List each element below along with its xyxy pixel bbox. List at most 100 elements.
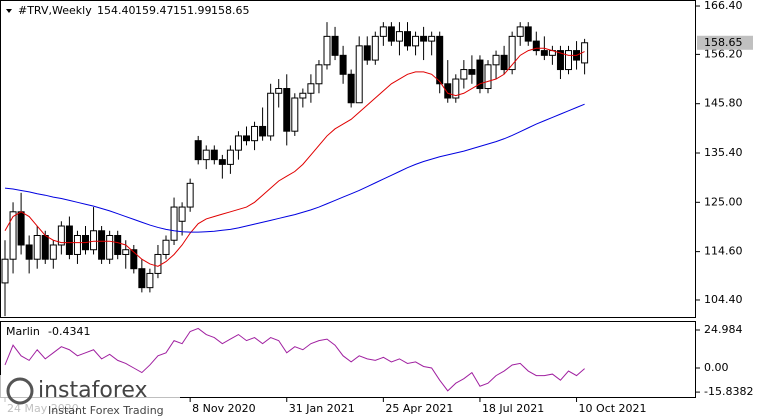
candle-body [146, 272, 154, 289]
candle-body [412, 35, 420, 47]
indicator-tick-label: -15.8382 [704, 385, 753, 398]
candle-body [9, 211, 17, 260]
candle-body [404, 31, 411, 47]
y-tick-label: 125.00 [704, 195, 743, 208]
candle-body [138, 268, 146, 289]
candle-body [130, 249, 138, 270]
header-low: 151.99 [173, 4, 212, 17]
candle-body [355, 45, 363, 104]
candle-body [532, 40, 540, 52]
candle-body [540, 50, 548, 56]
candle-body [210, 149, 218, 161]
candle-body [420, 35, 428, 42]
y-tick-label: 104.40 [704, 293, 743, 306]
candle-body [25, 244, 33, 260]
candle-body [347, 73, 355, 104]
candle-body [387, 26, 395, 42]
header-open: 154.40 [97, 4, 136, 17]
candle-body [371, 35, 379, 61]
moving-average [4, 103, 585, 233]
candle-body [234, 135, 242, 151]
candle-body [73, 235, 81, 255]
x-tick-label: 25 Apr 2021 [385, 402, 453, 415]
candle-body [428, 35, 436, 42]
candle-body [339, 54, 347, 75]
candle-body [452, 78, 460, 99]
candle-body [41, 235, 49, 260]
candle-body [17, 211, 25, 246]
candle-body [444, 83, 452, 99]
candle-body [57, 225, 65, 246]
candle-body [379, 26, 387, 37]
candle-body [243, 135, 250, 142]
y-tick-label: 135.40 [704, 146, 743, 159]
candle-body [90, 230, 98, 251]
candle-body [162, 239, 170, 255]
candle-body [323, 35, 331, 66]
moving-average [4, 47, 585, 267]
candle-body [363, 45, 371, 61]
candle-body [33, 235, 41, 260]
candle-body [122, 249, 130, 255]
indicator-panel-border [0, 321, 696, 398]
candle-body [251, 125, 259, 142]
last-price-box [697, 35, 753, 50]
candle-body [154, 253, 162, 274]
candle-body [202, 149, 210, 161]
y-tick-label: 114.60 [704, 245, 743, 258]
x-tick-label: 18 Jul 2021 [482, 402, 544, 415]
candle-body [259, 125, 267, 137]
candle-body [299, 92, 307, 99]
candle-body [565, 50, 572, 71]
candle-body [218, 159, 226, 165]
candle-body [49, 244, 57, 260]
main-panel-border [0, 0, 696, 318]
candle-body [524, 26, 532, 42]
candle-body [114, 235, 122, 255]
candle-body [178, 206, 186, 222]
candle-body [65, 225, 73, 255]
candle-body [283, 88, 291, 132]
candle-body [476, 59, 484, 90]
candle-body [98, 230, 106, 260]
candle-body [468, 69, 476, 75]
y-tick-label: 156.20 [704, 47, 743, 60]
candle-body [331, 35, 339, 56]
candle-body [556, 50, 564, 71]
candle-body [516, 26, 524, 37]
candle-body [307, 83, 315, 94]
candle-body [267, 92, 275, 137]
candle-body [1, 258, 9, 284]
candle-body [315, 64, 323, 85]
candle-body [484, 64, 492, 90]
symbol: #TRV,Weekly [18, 4, 92, 17]
watermark-brand: instaforex [38, 378, 148, 403]
candle-body [170, 206, 178, 241]
last-price-label: 158.65 [704, 36, 743, 49]
watermark: instaforex Instant Forex Trading [0, 375, 180, 420]
collapse-arrow[interactable] [6, 9, 12, 13]
indicator-line [4, 327, 585, 392]
watermark-tagline: Instant Forex Trading [48, 404, 164, 417]
candle-body [106, 235, 114, 260]
candle-body [226, 149, 234, 165]
candle-body [395, 31, 403, 42]
indicator-name: Marlin [6, 325, 40, 338]
candle-body [436, 35, 444, 85]
y-tick-label: 145.80 [704, 97, 743, 110]
candle-body [291, 97, 299, 132]
header-close: 158.65 [211, 4, 250, 17]
candle-body [492, 54, 500, 66]
watermark-logo [6, 377, 34, 405]
candle-body [194, 140, 202, 161]
candle-body [508, 35, 516, 71]
indicator-tick-label: 0.00 [704, 361, 729, 374]
y-tick-label: 166.40 [704, 0, 743, 12]
x-tick-label: 31 Jan 2021 [289, 402, 355, 415]
indicator-tick-label: 24.984 [704, 323, 743, 336]
x-tick-label: 10 Oct 2021 [579, 402, 647, 415]
candle-body [460, 69, 468, 80]
candle-body [275, 88, 283, 94]
candle-body [186, 182, 194, 208]
